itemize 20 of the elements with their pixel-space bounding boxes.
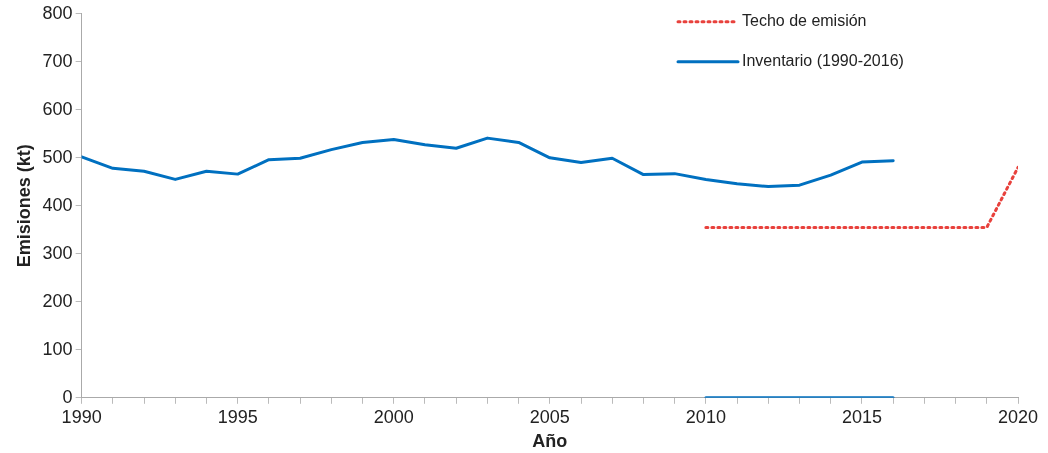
y-tick-label: 700: [42, 50, 73, 71]
y-tick-label: 600: [42, 98, 73, 119]
x-axis-title: Año: [532, 431, 568, 452]
y-axis-title: Emisiones (kt): [13, 144, 34, 268]
x-tick-label: 2005: [529, 406, 570, 427]
y-tick-label: 400: [42, 194, 73, 215]
y-tick-label: 300: [42, 242, 73, 263]
x-tick-label: 2010: [685, 406, 726, 427]
y-tick-label: 0: [62, 386, 73, 407]
x-tick-label: 2015: [841, 406, 882, 427]
y-tick-label: 500: [42, 146, 73, 167]
x-tick-label: 2020: [997, 406, 1039, 427]
legend-label: Inventario (1990-2016): [742, 52, 904, 70]
x-tick-label: 1995: [217, 406, 258, 427]
x-tick-label: 2000: [373, 406, 414, 427]
x-tick-label: 1990: [61, 406, 102, 427]
legend-label: Techo de emisión: [742, 12, 867, 30]
y-tick-label: 200: [42, 290, 73, 311]
y-tick-label: 800: [42, 2, 73, 23]
y-tick-label: 100: [42, 338, 73, 359]
